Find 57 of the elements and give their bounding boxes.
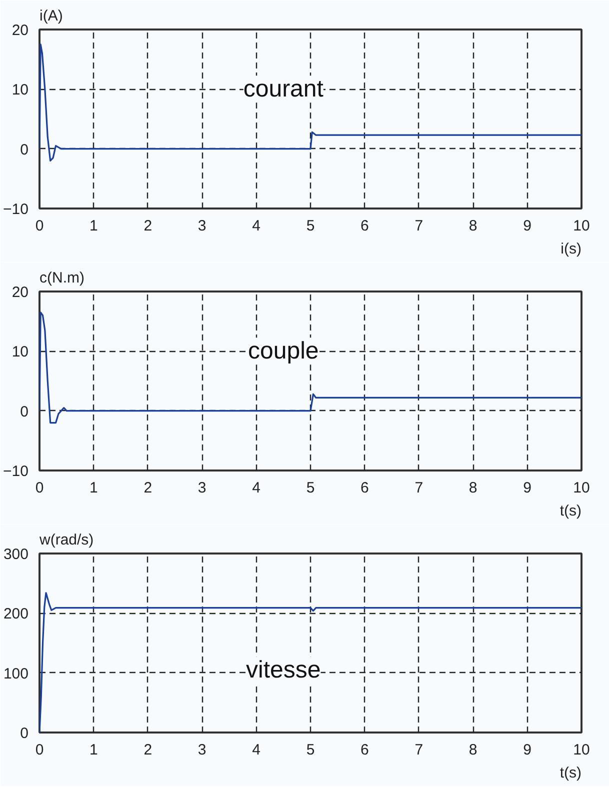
x-tick-label: 10 <box>573 480 590 496</box>
x-tick-label: 1 <box>90 480 98 496</box>
annotation: vitesse <box>246 656 321 684</box>
y-tick-label: 20 <box>12 284 29 301</box>
x-axis-title: t(s) <box>560 764 582 782</box>
x-tick-label: 4 <box>252 742 260 758</box>
x-tick-label: 10 <box>573 218 590 234</box>
x-tick-label: 2 <box>144 742 152 758</box>
x-tick-label: 5 <box>306 218 315 234</box>
x-tick-label: 3 <box>198 218 206 234</box>
y-tick-label: 100 <box>3 665 29 682</box>
x-tick-label: 6 <box>360 742 369 758</box>
y-tick-label: 0 <box>20 141 28 158</box>
y-tick-label: 20 <box>12 22 29 39</box>
x-tick-label: 4 <box>252 218 260 234</box>
y-tick-label: 10 <box>12 344 29 361</box>
y-axis-title: w(rad/s) <box>38 532 94 548</box>
x-tick-label: 2 <box>144 218 152 234</box>
x-tick-label: 2 <box>144 480 152 496</box>
x-tick-label: 5 <box>306 480 315 496</box>
x-tick-label: 9 <box>523 480 532 496</box>
y-tick-label: 0 <box>20 403 28 420</box>
y-axis-title: c(N.m) <box>40 270 84 286</box>
annotation: couple <box>248 338 319 365</box>
x-tick-label: 3 <box>198 742 206 758</box>
x-tick-label: 7 <box>414 742 424 758</box>
x-axis-title: i(s) <box>560 240 582 258</box>
y-tick-label: 10 <box>12 82 29 99</box>
x-tick-label: 0 <box>35 742 44 758</box>
x-tick-label: 0 <box>35 480 44 496</box>
y-axis-title: i(A) <box>40 8 63 24</box>
x-tick-label: 7 <box>414 480 424 496</box>
x-tick-label: 10 <box>573 742 590 758</box>
line-series <box>40 312 582 424</box>
y-tick-label: −10 <box>3 463 29 480</box>
x-tick-label: 9 <box>523 218 532 234</box>
y-tick-label: −10 <box>3 201 29 218</box>
x-tick-label: 8 <box>468 480 478 496</box>
line-series <box>40 44 582 162</box>
annotation: courant <box>243 76 324 103</box>
y-tick-label: 0 <box>20 725 28 742</box>
x-tick-label: 7 <box>414 218 424 234</box>
x-tick-label: 8 <box>468 742 478 758</box>
line-series <box>40 592 582 732</box>
x-tick-label: 5 <box>306 742 315 758</box>
x-tick-label: 1 <box>90 218 98 234</box>
y-tick-label: 200 <box>3 606 29 623</box>
x-tick-label: 0 <box>35 218 44 234</box>
x-tick-label: 6 <box>360 480 369 496</box>
x-axis-title: t(s) <box>560 502 582 520</box>
x-tick-label: 9 <box>523 742 532 758</box>
x-tick-label: 4 <box>252 480 260 496</box>
x-tick-label: 6 <box>360 218 369 234</box>
x-tick-label: 8 <box>468 218 478 234</box>
x-tick-label: 3 <box>198 480 206 496</box>
y-tick-label: 300 <box>3 546 29 563</box>
x-tick-label: 1 <box>90 742 98 758</box>
